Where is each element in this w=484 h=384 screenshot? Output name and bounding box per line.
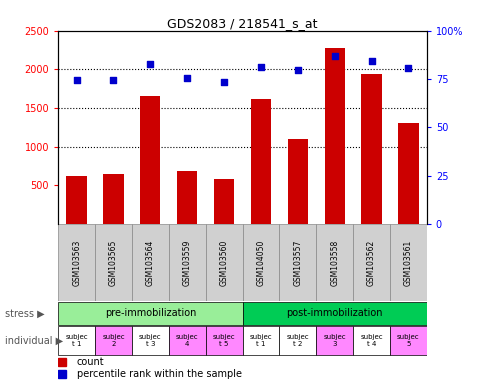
Text: individual ▶: individual ▶ — [5, 336, 63, 346]
Bar — [95, 326, 132, 355]
Bar — [279, 224, 316, 301]
Bar — [132, 326, 168, 355]
Text: percentile rank within the sample: percentile rank within the sample — [76, 369, 241, 379]
Bar — [316, 326, 352, 355]
Text: GSM103560: GSM103560 — [219, 239, 228, 286]
Text: subjec
5: subjec 5 — [396, 334, 419, 347]
Text: pre-immobilization: pre-immobilization — [105, 308, 196, 318]
Bar — [242, 224, 279, 301]
Bar — [213, 179, 234, 224]
Bar — [242, 302, 426, 325]
Bar — [58, 224, 95, 301]
Point — [293, 67, 301, 73]
Text: subjec
t 1: subjec t 1 — [65, 334, 88, 347]
Text: subjec
3: subjec 3 — [323, 334, 345, 347]
Bar — [205, 326, 242, 355]
Bar — [352, 224, 389, 301]
Text: GSM103559: GSM103559 — [182, 239, 191, 286]
Bar — [389, 224, 426, 301]
Text: GSM103557: GSM103557 — [293, 239, 302, 286]
Text: subjec
2: subjec 2 — [102, 334, 124, 347]
Text: GSM103561: GSM103561 — [403, 239, 412, 286]
Bar — [58, 326, 95, 355]
Point — [367, 58, 375, 64]
Text: subjec
t 3: subjec t 3 — [139, 334, 161, 347]
Point — [146, 61, 154, 67]
Text: subjec
t 1: subjec t 1 — [249, 334, 272, 347]
Bar — [95, 224, 132, 301]
Bar — [361, 74, 381, 224]
Point — [330, 53, 338, 59]
Point — [404, 65, 411, 71]
Point — [183, 75, 191, 81]
Text: GSM103558: GSM103558 — [330, 239, 338, 286]
Text: subjec
t 2: subjec t 2 — [286, 334, 308, 347]
Bar — [66, 176, 87, 224]
Bar — [140, 96, 160, 224]
Text: subjec
4: subjec 4 — [176, 334, 198, 347]
Text: count: count — [76, 357, 104, 367]
Text: GSM103564: GSM103564 — [146, 239, 154, 286]
Bar — [389, 326, 426, 355]
Bar — [168, 224, 205, 301]
Bar — [250, 99, 271, 224]
Bar — [168, 326, 205, 355]
Bar — [324, 48, 344, 224]
Text: subjec
t 5: subjec t 5 — [212, 334, 235, 347]
Text: GSM103565: GSM103565 — [109, 239, 118, 286]
Bar — [279, 326, 316, 355]
Text: stress ▶: stress ▶ — [5, 308, 45, 318]
Bar — [132, 224, 168, 301]
Point — [109, 77, 117, 83]
Bar — [103, 174, 123, 224]
Point — [73, 77, 80, 83]
Bar — [58, 302, 242, 325]
Point — [220, 79, 227, 85]
Text: GSM103562: GSM103562 — [366, 239, 375, 286]
Bar — [205, 224, 242, 301]
Text: GSM104050: GSM104050 — [256, 239, 265, 286]
Bar — [177, 170, 197, 224]
Bar — [352, 326, 389, 355]
Bar — [316, 224, 352, 301]
Bar — [397, 122, 418, 224]
Point — [257, 65, 264, 71]
Text: subjec
t 4: subjec t 4 — [360, 334, 382, 347]
Title: GDS2083 / 218541_s_at: GDS2083 / 218541_s_at — [167, 17, 317, 30]
Text: GSM103563: GSM103563 — [72, 239, 81, 286]
Bar — [242, 326, 279, 355]
Bar — [287, 139, 307, 224]
Text: post-immobilization: post-immobilization — [286, 308, 382, 318]
